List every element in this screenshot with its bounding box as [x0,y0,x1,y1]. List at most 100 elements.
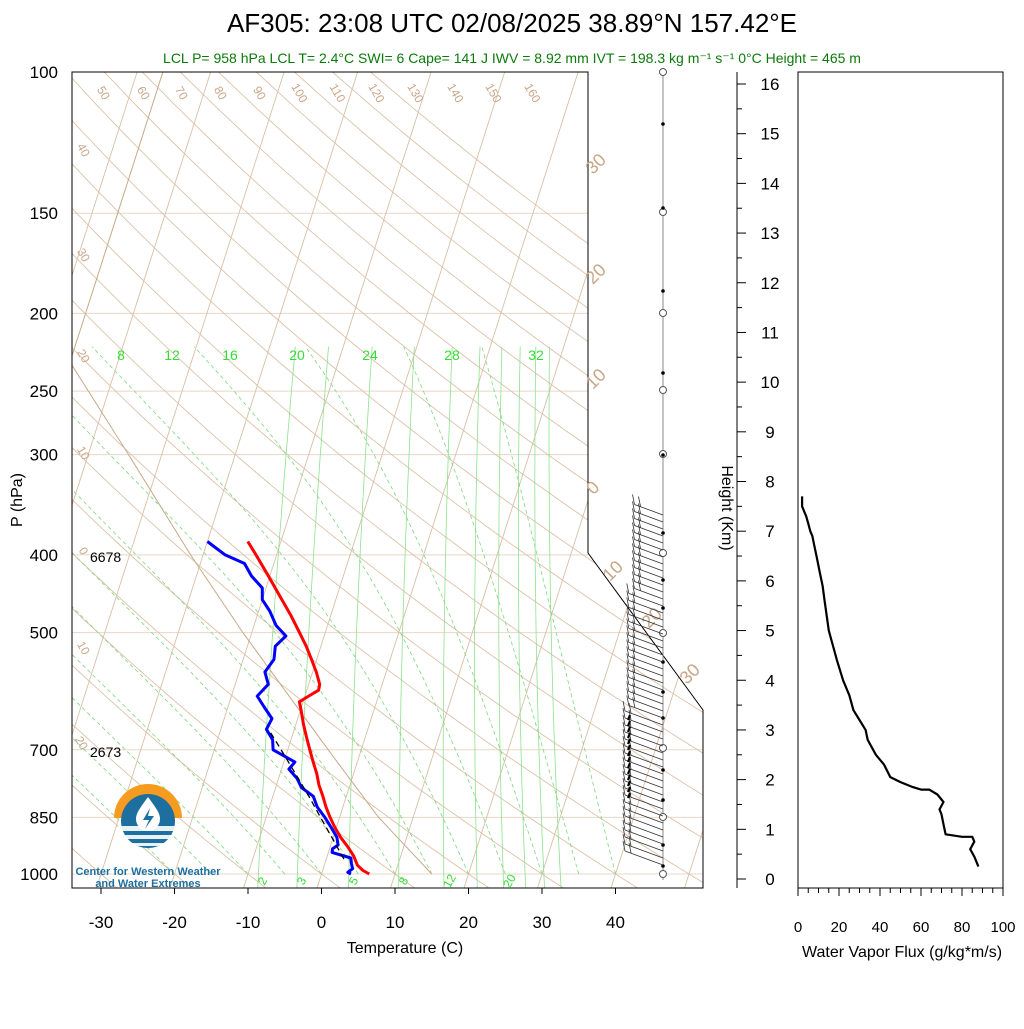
dry-adiabat-label: 150 [482,81,504,106]
height-tick-label: 5 [765,622,774,641]
skewt-grid [0,72,1024,891]
height-tick-label: 10 [761,373,780,392]
isotherm-label: 20 [582,260,610,288]
dry-adiabat-label: 110 [327,81,349,105]
mixing-ratio-line [499,347,504,891]
wvf-tick-label: 100 [990,919,1015,936]
dry-adiabat-label: 70 [172,84,191,103]
dry-adiabat-label: 140 [444,81,466,106]
height-tick-label: 12 [761,274,780,293]
dry-adiabat-line [142,72,1024,891]
dry-adiabat-line [0,72,1024,891]
height-axis-title: Height (Km) [718,465,735,550]
wind-level-dot [661,531,665,535]
wvf-frame [798,72,1003,888]
parcel-path-line [269,729,344,859]
dry-adiabat-label: 160 [521,81,543,106]
wind-barb-flag [628,769,630,774]
calm-wind-circle [660,550,667,557]
mixing-ratio-line [349,347,373,891]
dry-adiabat-line [0,72,419,891]
isotherm-line [170,72,431,888]
mixing-ratio-line [475,347,480,891]
pressure-tick-label: 700 [30,741,58,760]
dry-adiabat-line [0,72,642,891]
temperature-tick-label: 40 [606,913,625,932]
height-tick-label: 0 [765,870,774,889]
dry-adiabat-line [0,72,866,891]
wind-level-dot [661,122,665,126]
height-tick-label: 14 [761,174,780,193]
dry-adiabat-line [371,72,1024,891]
wind-barb-flag [628,733,630,738]
logo-line-2: and Water Extremes [70,878,226,890]
isotherm-line [538,72,799,888]
mixing-ratio-line [535,347,545,891]
x-axis-title: Temperature (C) [347,940,463,957]
calm-wind-circle [660,871,667,878]
height-annotation-label: 2673 [90,744,121,760]
isotherm-line [611,72,872,888]
dry-adiabat-label: 130 [404,81,426,106]
wind-barb-flag [628,775,630,780]
wind-barb-flag [628,763,630,768]
dry-adiabat-label: 30 [74,246,93,265]
wind-level-dot [661,768,665,772]
height-tick-label: 2 [765,771,774,790]
dry-adiabat-line [256,72,1024,891]
pressure-tick-label: 1000 [20,865,58,884]
height-tick-label: 6 [765,572,774,591]
height-tick-label: 3 [765,721,774,740]
temperature-tick-label: -20 [162,913,187,932]
dry-adiabat-label: 60 [134,84,153,103]
wvf-tick-label: 0 [794,919,802,936]
pressure-tick-label: 850 [30,808,58,827]
isotherm-line [23,72,284,888]
isotherm-label: 10 [599,557,627,585]
pressure-tick-label: 200 [30,304,58,323]
dry-adiabat-label: 10 [74,639,93,658]
height-tick-label: 4 [765,671,774,690]
isotherm-label: 10 [582,365,610,393]
skewt-background [0,72,1024,891]
wvf-tick-label: 20 [831,919,848,936]
height-annotation-label: 6678 [90,549,121,565]
y-axis-title: P (hPa) [9,473,26,527]
logo-line-1: Center for Western Weather [70,866,226,878]
dry-adiabat-label: 120 [365,81,387,106]
dry-adiabat-line [66,72,1024,891]
mixing-ratio-label: 28 [444,347,460,363]
dry-adiabat-label: 90 [250,84,269,103]
isotherm-label: 0 [582,477,603,498]
height-tick-label: 15 [761,125,780,144]
dry-adiabat-line [218,72,1024,891]
mixing-ratio-line [258,347,296,891]
height-tick-label: 16 [761,75,780,94]
mixing-ratio-label: 32 [528,347,544,363]
wind-level-dot [661,578,665,582]
height-tick-label: 9 [765,423,774,442]
dry-adiabat-line [0,72,1015,891]
mixing-ratio-label: 5 [346,874,362,887]
wvf-tick-label: 60 [913,919,930,936]
mixing-ratio-label: 8 [396,874,412,887]
pressure-tick-label: 400 [30,546,58,565]
isotherm-label: 30 [582,150,610,178]
dry-adiabat-label: 10 [74,444,93,463]
dry-adiabat-label: 50 [94,84,113,103]
height-tick-label: 11 [761,323,779,342]
pressure-tick-label: 250 [30,382,58,401]
mixing-ratio-label: 12 [164,347,180,363]
height-tick-label: 13 [761,224,780,243]
wind-level-dot [661,690,665,694]
height-tick-label: 7 [765,522,774,541]
wind-level-dot [661,289,665,293]
wind-barb [629,705,663,718]
reference-profile-line [70,72,432,874]
temperature-tick-label: 20 [459,913,478,932]
wind-barb-flag [628,727,630,732]
isotherm-line [244,72,505,888]
wind-level-dot [661,606,665,610]
wvf-tick-label: 40 [872,919,889,936]
